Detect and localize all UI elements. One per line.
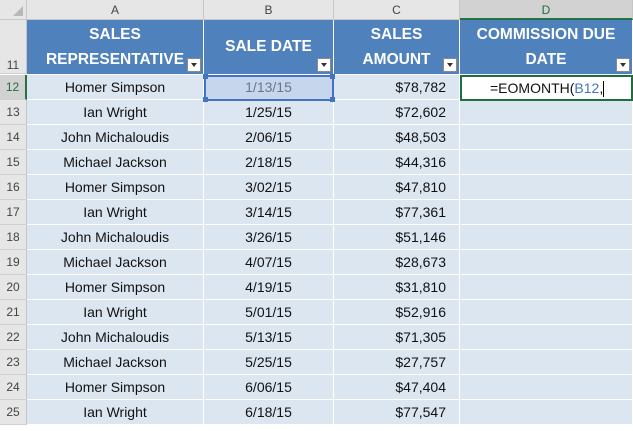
cell-sales-amount[interactable]: $51,146 xyxy=(334,225,460,250)
row-header-24[interactable]: 24 xyxy=(0,375,27,400)
cell-sales-rep[interactable]: Homer Simpson xyxy=(27,175,204,200)
cell-sale-date[interactable]: 5/25/15 xyxy=(204,350,334,375)
row-header-14[interactable]: 14 xyxy=(0,125,27,150)
cell-sale-date[interactable]: 4/19/15 xyxy=(204,275,334,300)
formula-edit-cell[interactable]: =EOMONTH(B12, xyxy=(460,75,633,101)
cell-sales-rep[interactable]: Michael Jackson xyxy=(27,350,204,375)
cell-sale-date[interactable]: 3/02/15 xyxy=(204,175,334,200)
cell-sales-amount[interactable]: $72,602 xyxy=(334,100,460,125)
cell-sale-date[interactable]: 3/26/15 xyxy=(204,225,334,250)
header-line: SALES xyxy=(370,26,423,43)
cell-sales-rep[interactable]: John Michaloudis xyxy=(27,125,204,150)
cell-sale-date[interactable]: 5/13/15 xyxy=(204,325,334,350)
column-header-d[interactable]: D xyxy=(460,0,633,20)
cell-sales-rep[interactable]: John Michaloudis xyxy=(27,325,204,350)
cell-commission-due-date[interactable] xyxy=(460,125,633,150)
cell-sales-rep[interactable]: John Michaloudis xyxy=(27,225,204,250)
cell-sale-date[interactable]: 1/25/15 xyxy=(204,100,334,125)
cell-commission-due-date[interactable] xyxy=(460,250,633,275)
column-header-a[interactable]: A xyxy=(27,0,204,20)
row-header-11[interactable]: 11 xyxy=(0,20,27,74)
cell-sales-rep[interactable]: Michael Jackson xyxy=(27,150,204,175)
formula-reference-highlight xyxy=(203,74,335,102)
cell-sales-amount[interactable]: $31,810 xyxy=(334,275,460,300)
cell-sale-date[interactable]: 2/06/15 xyxy=(204,125,334,150)
cell-sales-amount[interactable]: $47,810 xyxy=(334,175,460,200)
cell-sales-rep[interactable]: Homer Simpson xyxy=(27,275,204,300)
cell-sales-amount[interactable]: $44,316 xyxy=(334,150,460,175)
cell-sales-amount[interactable]: $77,547 xyxy=(334,400,460,425)
cell-sale-date[interactable]: 4/07/15 xyxy=(204,250,334,275)
formula-cell-reference: B12 xyxy=(574,80,600,96)
cell-sale-date[interactable]: 6/18/15 xyxy=(204,400,334,425)
cell-sales-amount[interactable]: $28,673 xyxy=(334,250,460,275)
row-header-25[interactable]: 25 xyxy=(0,400,27,425)
header-line: SALE DATE xyxy=(225,38,312,55)
formula-function-text: =EOMONTH( xyxy=(490,80,575,96)
header-commission-due-date: COMMISSION DUE DATE xyxy=(460,20,633,74)
header-sale-date: SALE DATE xyxy=(204,20,334,74)
cell-sales-rep[interactable]: Homer Simpson xyxy=(27,75,204,100)
row-header-16[interactable]: 16 xyxy=(0,175,27,200)
row-header-13[interactable]: 13 xyxy=(0,100,27,125)
cell-sale-date[interactable]: 2/18/15 xyxy=(204,150,334,175)
row-header-21[interactable]: 21 xyxy=(0,300,27,325)
filter-dropdown-button[interactable] xyxy=(616,58,630,72)
filter-dropdown-button[interactable] xyxy=(187,58,201,72)
cell-commission-due-date[interactable] xyxy=(460,350,633,375)
filter-dropdown-button[interactable] xyxy=(317,58,331,72)
cell-commission-due-date[interactable] xyxy=(460,300,633,325)
cell-commission-due-date[interactable] xyxy=(460,175,633,200)
row-header-19[interactable]: 19 xyxy=(0,250,27,275)
cell-commission-due-date[interactable] xyxy=(460,325,633,350)
cell-sale-date[interactable]: 6/06/15 xyxy=(204,375,334,400)
formula-separator: , xyxy=(599,80,604,96)
cell-sales-amount[interactable]: $71,305 xyxy=(334,325,460,350)
cell-sales-amount[interactable]: $47,404 xyxy=(334,375,460,400)
row-header-20[interactable]: 20 xyxy=(0,275,27,300)
cell-sale-date[interactable]: 3/14/15 xyxy=(204,200,334,225)
cell-commission-due-date[interactable] xyxy=(460,225,633,250)
cell-sale-date[interactable]: 5/01/15 xyxy=(204,300,334,325)
header-line: DATE xyxy=(525,51,567,68)
row-header-12[interactable]: 12 xyxy=(0,75,27,100)
cell-sales-rep[interactable]: Ian Wright xyxy=(27,400,204,425)
column-header-b[interactable]: B xyxy=(204,0,334,20)
cell-sales-amount[interactable]: $78,782 xyxy=(334,75,460,100)
row-header-23[interactable]: 23 xyxy=(0,350,27,375)
select-all-corner[interactable] xyxy=(0,0,27,20)
cell-commission-due-date[interactable] xyxy=(460,200,633,225)
row-header-15[interactable]: 15 xyxy=(0,150,27,175)
header-sales-representative: SALES REPRESENTATIVE xyxy=(27,20,204,74)
cell-sales-amount[interactable]: $77,361 xyxy=(334,200,460,225)
cell-commission-due-date[interactable] xyxy=(460,150,633,175)
column-header-c[interactable]: C xyxy=(334,0,460,20)
header-line: COMMISSION DUE xyxy=(476,26,616,43)
cell-sales-amount[interactable]: $52,916 xyxy=(334,300,460,325)
cell-commission-due-date[interactable] xyxy=(460,275,633,300)
text-cursor xyxy=(603,81,605,98)
cell-sales-amount[interactable]: $48,503 xyxy=(334,125,460,150)
cell-commission-due-date[interactable] xyxy=(460,100,633,125)
header-line: SALES xyxy=(89,26,141,43)
header-line: REPRESENTATIVE xyxy=(45,51,185,68)
cell-sales-rep[interactable]: Ian Wright xyxy=(27,200,204,225)
row-header-18[interactable]: 18 xyxy=(0,225,27,250)
row-header-17[interactable]: 17 xyxy=(0,200,27,225)
cell-commission-due-date[interactable] xyxy=(460,375,633,400)
cell-sales-rep[interactable]: Michael Jackson xyxy=(27,250,204,275)
header-sales-amount: SALES AMOUNT xyxy=(334,20,460,74)
cell-sales-rep[interactable]: Ian Wright xyxy=(27,300,204,325)
cell-commission-due-date[interactable] xyxy=(460,400,633,425)
cell-sales-rep[interactable]: Homer Simpson xyxy=(27,375,204,400)
header-line: AMOUNT xyxy=(362,51,431,68)
row-header-22[interactable]: 22 xyxy=(0,325,27,350)
cell-sales-amount[interactable]: $27,757 xyxy=(334,350,460,375)
cell-sales-rep[interactable]: Ian Wright xyxy=(27,100,204,125)
filter-dropdown-button[interactable] xyxy=(443,58,457,72)
